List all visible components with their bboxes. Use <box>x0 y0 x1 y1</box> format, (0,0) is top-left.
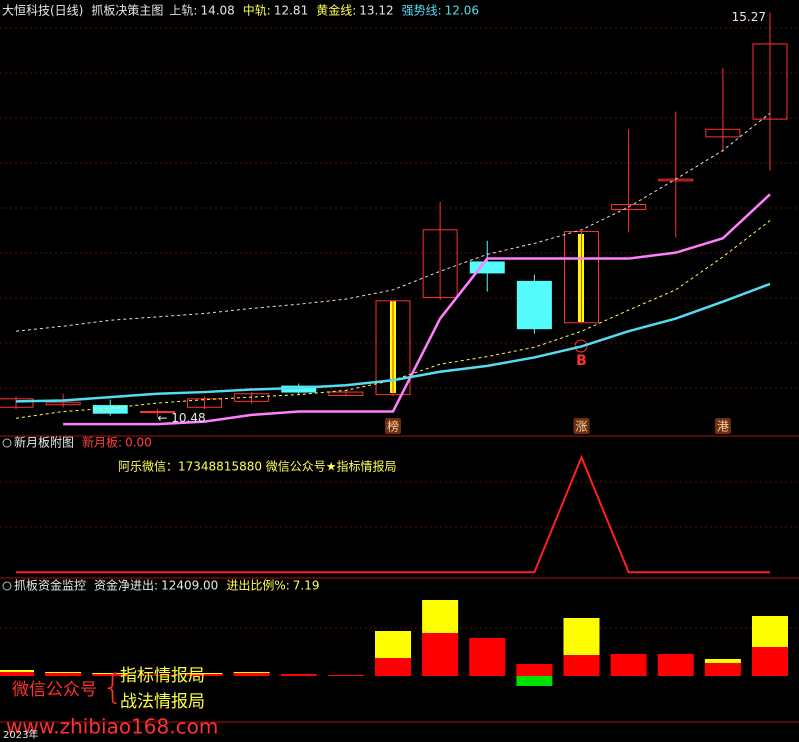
legend-name: 黄金线: <box>316 3 356 18</box>
bar-segment <box>92 673 129 674</box>
bar-segment <box>327 675 364 676</box>
bar-segment <box>752 647 788 676</box>
bar-segment <box>0 670 34 672</box>
signal: 港 <box>717 420 729 434</box>
watermark: 战法情报局 <box>120 692 205 712</box>
marks <box>0 12 788 686</box>
indicator-line <box>16 454 770 574</box>
bar-segment <box>657 654 694 676</box>
legend-value: 14.08 <box>200 4 234 18</box>
watermark: 指标情报局 <box>120 666 205 686</box>
indicator-line <box>15 112 771 332</box>
candle-body <box>0 398 34 408</box>
bar-segment <box>0 672 34 676</box>
bar-segment <box>469 638 506 676</box>
watermark: 微信公众号 <box>12 680 97 700</box>
legend-value: 12.06 <box>445 4 479 18</box>
buy-signal: B <box>576 353 587 369</box>
signal-box <box>385 418 401 434</box>
bar-segment <box>516 664 553 676</box>
legend-value: 13.12 <box>359 4 393 18</box>
bar-segment <box>563 618 600 655</box>
candle-body <box>375 300 411 396</box>
candle-body <box>564 231 599 324</box>
bar-segment <box>610 654 647 676</box>
signal: 榜 <box>387 419 399 434</box>
bar-segment <box>186 674 223 676</box>
candle-body <box>45 401 81 406</box>
legend-value: 0.00 <box>125 436 152 450</box>
candle-body <box>469 261 505 274</box>
legend-name: 新月板: <box>82 435 122 450</box>
bar-segment <box>563 655 600 676</box>
watermark-url: www.zhibiao168.com <box>6 715 218 739</box>
bar-segment <box>45 672 82 673</box>
bar-segment <box>422 633 459 676</box>
candle-body <box>92 405 128 414</box>
bar-segment <box>92 674 129 676</box>
candle-body <box>328 391 364 396</box>
candle-body <box>611 203 647 211</box>
bar-segment <box>233 673 270 676</box>
legend-value: 12409.00 <box>161 579 218 593</box>
bar-segment <box>139 675 176 676</box>
signal-box <box>714 418 731 434</box>
candle-body <box>752 43 788 120</box>
signal: 涨 <box>575 419 587 434</box>
texts: 微信公众号 { 指标情报局 战法情报局 www.zhibiao168.com 2… <box>2 3 766 742</box>
bar-segment <box>233 672 270 673</box>
bar-segment <box>422 600 459 633</box>
bar-segment <box>704 663 741 676</box>
candle-body <box>139 410 175 413</box>
panel-title: 抓板资金监控 <box>14 578 86 593</box>
panel-icon <box>2 581 12 591</box>
low-label: ← 10.48 <box>157 411 205 425</box>
candle-body <box>516 280 552 330</box>
panel-icon <box>2 438 12 448</box>
indicator-line <box>15 282 771 403</box>
legend-name: 上轨: <box>169 4 197 18</box>
signal-box <box>573 418 590 434</box>
legend-value: 12.81 <box>274 4 308 18</box>
bar-segment <box>280 674 317 676</box>
bar-segment <box>45 673 82 676</box>
annotation: 阿乐微信：17348815880 微信公众号★指标情报局 <box>118 459 397 474</box>
year-label: 2023年 <box>3 728 38 741</box>
panel-title: 新月板附图 <box>14 435 74 450</box>
legend-value: 7.19 <box>293 579 320 593</box>
panel-title: 抓板决策主图 <box>91 4 163 18</box>
candle-body <box>422 229 458 298</box>
bar-segment <box>752 616 788 647</box>
stock-name: 大恒科技(日线) <box>2 4 83 18</box>
indicator-line <box>63 193 771 426</box>
bar-segment <box>516 676 553 686</box>
bar-segment <box>186 673 223 674</box>
legend-name: 中轨: <box>243 3 271 18</box>
legend-name: 强势线: <box>402 4 442 18</box>
candle-body <box>234 393 270 402</box>
watermark-brace: { <box>102 668 124 708</box>
legend-name: 进出比例%: <box>226 579 289 593</box>
high-label: 15.27 <box>732 10 766 24</box>
guides <box>0 27 799 629</box>
bar-segment <box>375 631 411 658</box>
legend-name: 资金净进出: <box>94 578 158 593</box>
candle-body <box>705 128 741 138</box>
buy-icon <box>574 339 588 353</box>
candle-body <box>187 398 222 408</box>
bar-segment <box>375 658 411 676</box>
bar-segment <box>704 659 741 663</box>
